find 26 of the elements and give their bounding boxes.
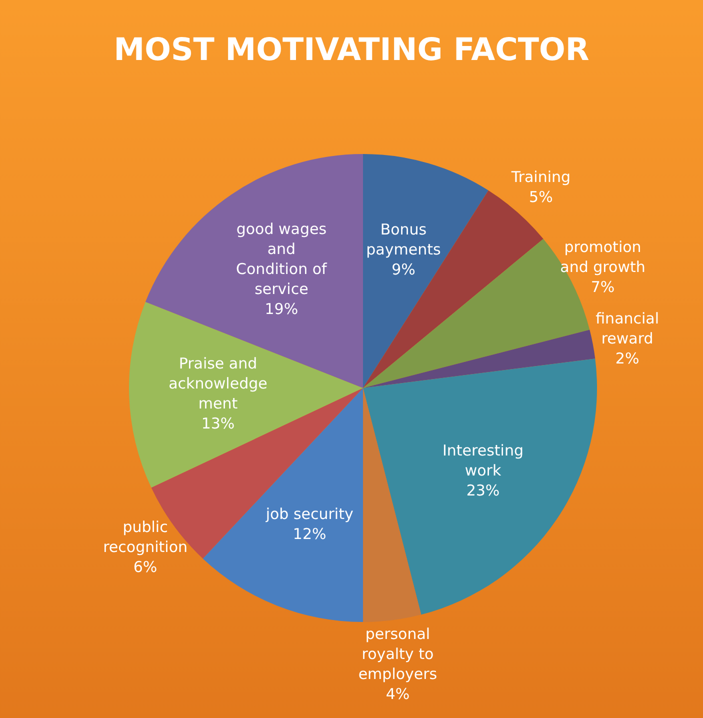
slice-label: job security xyxy=(264,504,354,523)
slice-label: public recognition xyxy=(103,518,188,556)
slice-label: promotion and growth xyxy=(560,238,646,276)
slice-label: Praise and acknowledge ment xyxy=(168,354,268,413)
data-label: 2% xyxy=(615,350,640,368)
data-label: 6% xyxy=(133,558,158,576)
data-label: 12% xyxy=(292,524,326,543)
pie-slice xyxy=(363,358,597,615)
slice-label: Training xyxy=(510,168,571,186)
data-label: 13% xyxy=(201,414,235,433)
data-label: 9% xyxy=(392,260,416,279)
slice-label: Interesting work xyxy=(442,442,524,480)
data-label: 4% xyxy=(386,684,410,703)
pie-slice xyxy=(363,154,488,388)
slice-label: Bonus payments xyxy=(366,220,441,259)
chart-title: MOST MOTIVATING FACTOR xyxy=(114,32,590,68)
data-label: 5% xyxy=(529,188,553,206)
pie-slice xyxy=(129,302,363,488)
pie-slice xyxy=(363,330,596,388)
data-label: 23% xyxy=(466,482,500,500)
data-label: 19% xyxy=(264,300,298,318)
pie-slice xyxy=(363,388,422,622)
slice-label: good wages and Condition of service xyxy=(236,220,328,298)
slice-label: financial reward xyxy=(596,310,660,348)
data-label: 7% xyxy=(590,278,615,296)
slice-label: personal royalty to employers xyxy=(358,624,438,683)
